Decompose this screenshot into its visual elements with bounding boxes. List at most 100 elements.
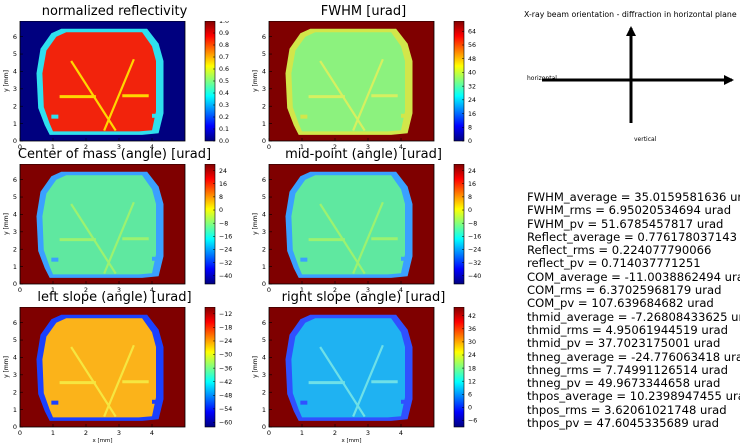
midpoint-cbtick-5: −16 (468, 234, 481, 241)
reflectivity-cbtick-5: 0.5 (219, 78, 229, 85)
right-slope-colorbar (453, 307, 465, 428)
right-slope-xtick-0: 0 (267, 429, 271, 437)
fwhm-cbtick-3: 40 (468, 70, 476, 77)
reflectivity-cbtick-8: 0.2 (219, 114, 229, 121)
orientation-arrows (542, 26, 734, 123)
reflectivity-xtick-2: 2 (84, 143, 88, 151)
right-slope-cbtick-8: −6 (468, 418, 477, 425)
stat-line: thpos_pv = 47.6045335689 urad (527, 416, 719, 431)
left-slope-ytick-5: 5 (13, 336, 17, 344)
right-slope-ytick-1: 1 (262, 406, 266, 414)
reflectivity-ytick-3: 3 (13, 85, 17, 93)
fwhm-ylabel: y [mm] (252, 70, 259, 92)
reflectivity-ytick-0: 0 (13, 137, 17, 145)
left-slope-xtick-3: 3 (117, 429, 121, 437)
left-slope-cbtick-2: −24 (219, 338, 232, 345)
right-slope-xtick-1: 1 (300, 429, 304, 437)
left-slope-cbtick-3: −30 (219, 352, 232, 359)
reflectivity-ylabel: y [mm] (3, 70, 10, 92)
reflectivity-ytick-6: 6 (13, 33, 17, 41)
stat-line: FWHM_average = 35.0159581636 urad (527, 190, 740, 204)
fwhm-cbtick-5: 24 (468, 97, 476, 104)
stat-line: COM_rms = 6.37025968179 urad (527, 283, 722, 298)
stat-line: COM_pv = 107.639684682 urad (527, 296, 714, 311)
com-ytick-5: 5 (13, 193, 17, 201)
left-slope-xlabel: x [mm] (92, 438, 112, 444)
fwhm-ytick-2: 2 (262, 102, 266, 110)
stat-line: reflect_pv = 0.714037771251 (527, 256, 701, 271)
right-slope-ytick-2: 2 (262, 388, 266, 396)
com-cbtick-8: −40 (219, 273, 232, 280)
com-xtick-2: 2 (84, 286, 88, 294)
left-slope-notch-0 (51, 400, 59, 405)
reflectivity-cbtick-6: 0.4 (219, 90, 229, 97)
fwhm-ytick-4: 4 (262, 68, 266, 76)
fwhm-cbtick-7: 8 (468, 124, 472, 131)
midpoint-cbtick-3: 0 (468, 207, 472, 214)
fwhm-xtick-0: 0 (267, 143, 271, 151)
stat-line: thneg_average = -24.776063418 urad (527, 349, 740, 364)
left-slope-xtick-1: 1 (51, 429, 55, 437)
com-ytick-6: 6 (13, 176, 17, 184)
com-cbtick-6: −24 (219, 247, 232, 254)
com-notch-1 (152, 256, 159, 261)
com-cbtick-5: −16 (219, 234, 232, 241)
midpoint-cbtick-7: −32 (468, 260, 481, 267)
reflectivity-xtick-1: 1 (51, 143, 55, 151)
stat-line: Reflect_rms = 0.224077790066 (527, 243, 712, 258)
left-slope-ytick-4: 4 (13, 354, 17, 362)
midpoint-notch-0 (300, 257, 308, 262)
fwhm-frame (268, 21, 435, 142)
stat-line: thmid_pv = 37.7023175001 urad (527, 336, 721, 351)
com-ylabel: y [mm] (3, 213, 10, 235)
fwhm-cbtick-8: 0 (468, 138, 472, 145)
midpoint-ytick-5: 5 (262, 193, 266, 201)
midpoint-ytick-1: 1 (262, 263, 266, 271)
right-slope-xtick-3: 3 (366, 429, 370, 437)
midpoint-title: mid-point (angle) [urad] (285, 147, 442, 162)
midpoint-cbtick-6: −24 (468, 247, 481, 254)
right-slope-cbtick-6: 6 (468, 391, 472, 398)
com-cbtick-3: 0 (219, 207, 223, 214)
reflectivity-xtick-4: 4 (150, 143, 154, 151)
left-slope-xtick-2: 2 (84, 429, 88, 437)
right-slope-notch-0 (300, 400, 308, 405)
com-frame (19, 164, 186, 285)
midpoint-xtick-2: 2 (333, 286, 337, 294)
orientation-title: X-ray beam orientation - diffraction in … (524, 10, 737, 19)
left-slope-scan-region (42, 318, 156, 418)
midpoint-cbtick-0: 24 (468, 168, 476, 175)
reflectivity-ytick-2: 2 (13, 102, 17, 110)
com-xtick-0: 0 (18, 286, 22, 294)
reflectivity-ytick-4: 4 (13, 68, 17, 76)
midpoint-ytick-2: 2 (262, 245, 266, 253)
fwhm-colorbar (453, 21, 465, 142)
right-slope-ytick-3: 3 (262, 371, 266, 379)
reflectivity-xtick-0: 0 (18, 143, 22, 151)
right-slope-frame (268, 307, 435, 428)
left-slope-ytick-0: 0 (13, 423, 17, 431)
right-slope-cbtick-3: 24 (468, 352, 476, 359)
com-xtick-1: 1 (51, 286, 55, 294)
com-ytick-1: 1 (13, 263, 17, 271)
fwhm-cbtick-1: 56 (468, 42, 476, 49)
com-notch-0 (51, 257, 59, 262)
midpoint-scan-region (291, 175, 405, 275)
reflectivity-cbtick-4: 0.6 (219, 66, 229, 73)
left-slope-cbtick-1: −18 (219, 325, 232, 332)
midpoint-cbtick-4: −8 (468, 220, 477, 227)
reflectivity-cbtick-9: 0.1 (219, 126, 229, 133)
com-ytick-3: 3 (13, 228, 17, 236)
right-slope-ytick-6: 6 (262, 319, 266, 327)
right-slope-cbtick-1: 36 (468, 326, 476, 333)
right-slope-ytick-4: 4 (262, 354, 266, 362)
fwhm-cbtick-4: 32 (468, 83, 476, 90)
left-slope-ytick-2: 2 (13, 388, 17, 396)
left-slope-ylabel: y [mm] (3, 356, 10, 378)
stat-line: thpos_average = 10.2398947455 urad (527, 389, 740, 404)
reflectivity-notch-1 (152, 113, 159, 118)
stat-line: FWHM_pv = 51.6785457817 urad (527, 216, 724, 231)
